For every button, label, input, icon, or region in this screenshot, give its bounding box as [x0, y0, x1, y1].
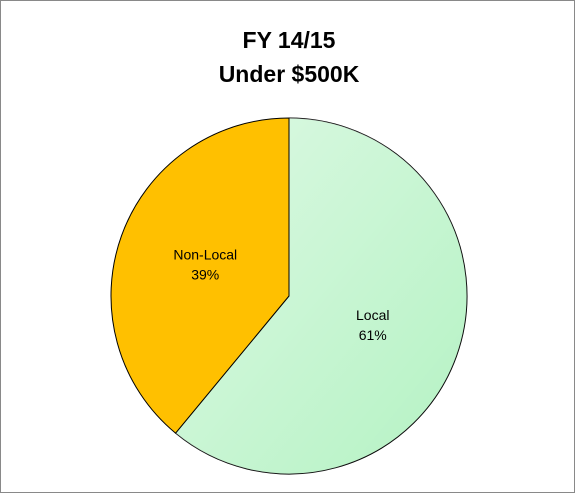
slice-value-label: 61% [359, 327, 387, 343]
slice-label: Local [356, 307, 389, 323]
slice-value-label: 39% [191, 267, 219, 283]
pie-slice [110, 117, 290, 434]
pie [110, 117, 468, 475]
slice-sheen [175, 118, 468, 475]
slice-label: Non-Local [173, 247, 237, 263]
chart-subtitle: Under $500K [219, 61, 360, 87]
chart-title: FY 14/15 [243, 27, 336, 53]
